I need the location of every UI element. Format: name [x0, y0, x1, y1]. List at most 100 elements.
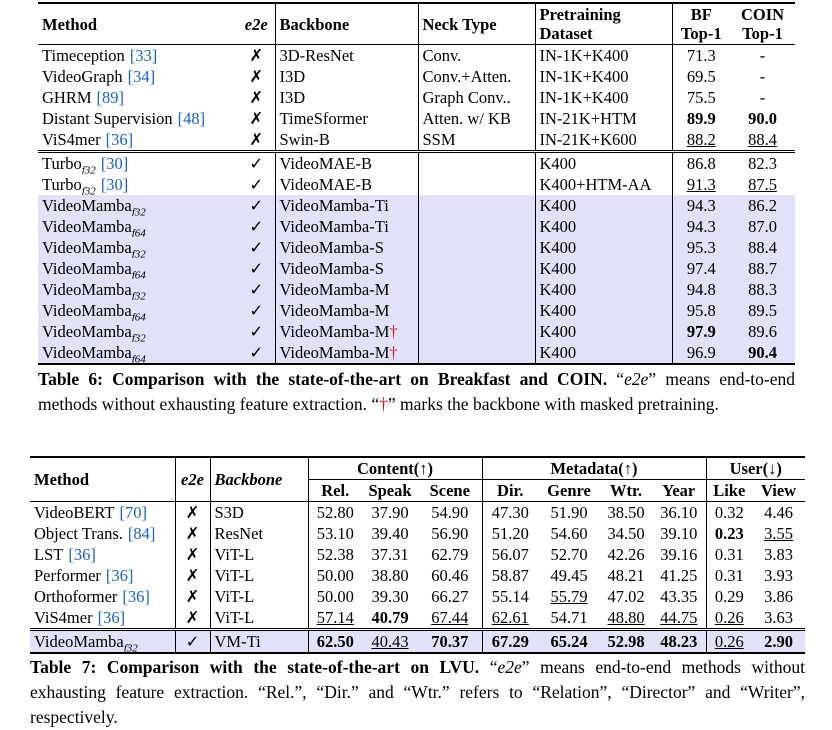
cell-text: 44.75 [660, 607, 698, 627]
table-cell: 88.2 [671, 129, 730, 152]
table-cell: 97.4 [671, 258, 730, 279]
cell-text: VideoMamba-M [279, 342, 390, 362]
cell-text: 39.30 [371, 586, 409, 606]
cell-text: 88.2 [686, 129, 716, 149]
cell-text: ✓ [249, 258, 264, 278]
table-cell: 3.83 [752, 544, 805, 565]
table-cell: 62.61 [481, 607, 538, 630]
table-cell: GHRM [89] [38, 87, 238, 108]
table-cell: 82.3 [730, 152, 795, 175]
header-text: Genre [547, 480, 591, 500]
header-line: BF [677, 5, 727, 24]
header-text: Speak [368, 480, 412, 500]
header-cell: Pretraining Dataset [534, 3, 672, 45]
cell-text: 90.4 [748, 342, 777, 362]
cell-text: IN-1K+K400 [539, 66, 629, 86]
table-cell: K400 [534, 321, 672, 342]
table-cell: - [730, 45, 795, 67]
citation: [36] [122, 586, 150, 606]
table-cell: 50.00 [307, 565, 362, 586]
table-7-body: VideoBERT [70] ✗ S3D 52.80 37.90 54.90 47.30 51.… [30, 501, 806, 653]
table-cell: 0.31 [705, 565, 752, 586]
cell-text: ViT-L [214, 586, 255, 606]
cell-text: 0.26 [714, 631, 744, 651]
table-cell: 42.26 [600, 544, 652, 565]
cell-text: ✗ [185, 523, 200, 543]
table-row: VideoGraph [34] ✗ I3D Conv.+Atten. IN-1K+K400… [38, 66, 795, 87]
cell-text: 94.3 [686, 216, 716, 236]
table-cell: I3D [274, 87, 418, 108]
table-cell: ✓ [238, 216, 275, 237]
table-cell: 55.14 [481, 586, 538, 607]
table-cell: Swin-B [274, 129, 418, 152]
cell-text: 48.23 [660, 631, 698, 651]
table-cell: ViT-L [209, 607, 308, 630]
table-cell: 3D-ResNet [274, 44, 418, 66]
table-cell: 56.90 [418, 523, 482, 544]
group-header: Content(↑) [307, 457, 482, 480]
table-cell: 43.35 [652, 586, 706, 607]
table-cell [417, 342, 535, 364]
table-cell: IN-1K+K400 [534, 87, 672, 108]
header-line: Backbone [280, 15, 414, 34]
header-text: BF [690, 5, 712, 24]
table-row: Timeception [33] ✗ 3D-ResNet Conv. IN-1K+K400… [38, 44, 795, 67]
table-cell: 36.10 [652, 502, 706, 524]
table-cell: 39.40 [362, 523, 418, 544]
cell-text: Conv.+Atten. [422, 66, 512, 86]
cell-text: 38.50 [607, 502, 645, 522]
cell-text: 86.8 [686, 153, 716, 173]
table-cell: 94.8 [671, 279, 730, 300]
table-cell: 51.20 [481, 523, 538, 544]
table-cell: 52.38 [307, 544, 362, 565]
cell-text: 70.37 [431, 631, 469, 651]
table-cell: K400 [534, 342, 672, 364]
cell-text: 48.80 [607, 607, 645, 627]
cell-text: 3D-ResNet [279, 45, 354, 65]
table-cell: ✓ [238, 237, 275, 258]
table-cell: ✗ [174, 607, 210, 630]
header-text: Dir. [497, 480, 524, 500]
cell-text: 71.3 [686, 45, 716, 65]
table-cell: ✗ [174, 523, 210, 544]
cell-text: TimeSformer [279, 108, 368, 128]
table-cell: I3D [274, 66, 418, 87]
table-cell: VideoMamba-M [274, 279, 418, 300]
method-name: VideoMamba [42, 279, 132, 299]
header-cell: Method [30, 457, 175, 502]
cell-text: ✗ [185, 502, 200, 522]
cell-text: 58.87 [491, 565, 529, 585]
table-cell: K400 [534, 279, 672, 300]
cell-text: 47.30 [491, 502, 529, 522]
subheader-cell: Genre [538, 479, 600, 502]
method-subscript: f64 [131, 310, 146, 321]
header-cell: e2e [174, 457, 210, 502]
cell-text: - [759, 66, 766, 86]
cell-text: 55.14 [491, 586, 529, 606]
cell-text: 41.25 [660, 565, 698, 585]
table-cell: 58.87 [481, 565, 538, 586]
cell-text: 82.3 [748, 153, 777, 173]
table-cell: 44.75 [652, 607, 706, 630]
cell-text: ✗ [249, 87, 264, 107]
cell-text: 54.71 [550, 607, 588, 627]
table-cell: VideoMamba-M [274, 300, 418, 321]
citation: [36] [97, 607, 126, 627]
group-header: User(↓) [705, 457, 806, 480]
method-name: VideoMamba [42, 300, 132, 320]
method-name: Timeception [42, 45, 125, 65]
table-cell: ✗ [174, 544, 210, 565]
cell-text: ✗ [249, 129, 264, 149]
header-text: Backbone [214, 469, 283, 489]
cell-text: K400 [539, 237, 577, 257]
table-cell: 94.3 [671, 195, 730, 216]
table-cell: 55.79 [538, 586, 600, 607]
cell-text: ResNet [214, 523, 264, 543]
cell-text: 91.3 [686, 174, 716, 194]
cell-text: 4.46 [764, 502, 793, 522]
cell-text: 88.4 [748, 237, 777, 257]
table-row: Object Trans. [84] ✗ ResNet 53.10 39.40 56.90 5… [30, 523, 805, 544]
header-text: Dataset [539, 24, 593, 43]
cell-text: ViT-L [214, 607, 255, 627]
table-cell: 39.30 [362, 586, 418, 607]
